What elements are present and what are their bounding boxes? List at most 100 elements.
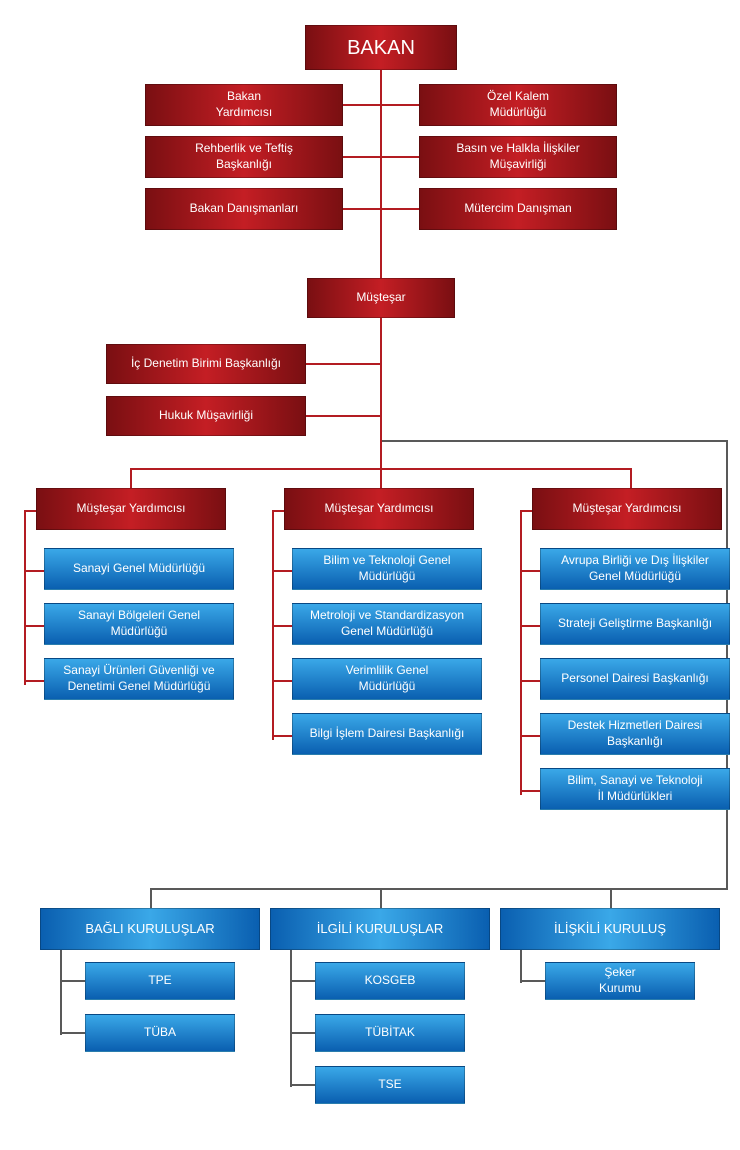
connector [520,790,540,792]
org2-item-0: KOSGEB [315,962,465,1000]
connector [24,680,44,682]
org1-item-1-label: TÜBA [144,1025,176,1041]
connector [24,625,44,627]
connector [382,156,419,158]
mustesar-side-0-label: İç Denetim Birimi Başkanlığı [131,356,281,372]
connector [520,625,540,627]
connector [380,468,382,488]
deputy1-item-1: Sanayi Bölgeleri Genel Müdürlüğü [44,603,234,645]
deputy3-item-2-label: Personel Dairesi Başkanlığı [561,671,708,687]
connector [380,70,382,278]
deputy2-item-0: Bilim ve Teknoloji Genel Müdürlüğü [292,548,482,590]
connector [520,980,545,982]
connector [24,510,26,685]
deputy3-item-0: Avrupa Birliği ve Dış İlişkiler Genel Mü… [540,548,730,590]
org2-title-label: İLGİLİ KURULUŞLAR [317,921,443,938]
top-node: BAKAN [305,25,457,70]
deputy2-item-1: Metroloji ve Standardizasyon Genel Müdür… [292,603,482,645]
org1-title: BAĞLI KURULUŞLAR [40,908,260,950]
connector [60,980,85,982]
connector [380,318,382,468]
connector [290,1084,315,1086]
connector [130,468,132,488]
connector [306,415,380,417]
connector [60,1032,85,1034]
mustesar-side-1-label: Hukuk Müşavirliği [159,408,253,424]
deputy3-item-1: Strateji Geliştirme Başkanlığı [540,603,730,645]
org2-item-2-label: TSE [378,1077,401,1093]
connector [24,570,44,572]
deputy1-item-0: Sanayi Genel Müdürlüğü [44,548,234,590]
connector [382,104,419,106]
l2l-2: Bakan Danışmanları [145,188,343,230]
mustesar-node: Müşteşar [307,278,455,318]
l2r-1: Basın ve Halkla İlişkiler Müşavirliği [419,136,617,178]
connector [520,735,540,737]
connector [382,440,728,442]
connector [290,980,315,982]
l2l-1: Rehberlik ve Teftiş Başkanlığı [145,136,343,178]
deputy3-item-1-label: Strateji Geliştirme Başkanlığı [558,616,712,632]
deputy2-item-2-label: Verimlilik Genel Müdürlüğü [346,663,429,694]
org1-item-1: TÜBA [85,1014,235,1052]
deputy3-item-4-label: Bilim, Sanayi ve Teknoloji İl Müdürlükle… [567,773,702,804]
org2-item-1-label: TÜBİTAK [365,1025,415,1041]
connector [343,208,380,210]
org2-item-2: TSE [315,1066,465,1104]
connector [380,888,382,908]
deputy2-item-1-label: Metroloji ve Standardizasyon Genel Müdür… [310,608,464,639]
deputy3-item-3-label: Destek Hizmetleri Dairesi Başkanlığı [568,718,703,749]
org3-item-0-label: Şeker Kurumu [599,965,641,996]
deputy2-item-3: Bilgi İşlem Dairesi Başkanlığı [292,713,482,755]
mustesar-label: Müşteşar [356,290,405,306]
deputy3-title-label: Müşteşar Yardımcısı [573,501,682,517]
connector [520,510,522,795]
l2l-2-label: Bakan Danışmanları [190,201,299,217]
org2-title: İLGİLİ KURULUŞLAR [270,908,490,950]
deputy1-item-2-label: Sanayi Ürünleri Güvenliği ve Denetimi Ge… [63,663,214,694]
l2l-1-label: Rehberlik ve Teftiş Başkanlığı [195,141,293,172]
l2r-0-label: Özel Kalem Müdürlüğü [487,89,549,120]
deputy3-title: Müşteşar Yardımcısı [532,488,722,530]
mustesar-side-0: İç Denetim Birimi Başkanlığı [106,344,306,384]
org1-item-0: TPE [85,962,235,1000]
connector [520,680,540,682]
connector [306,363,380,365]
connector [24,510,36,512]
l2r-0: Özel Kalem Müdürlüğü [419,84,617,126]
deputy3-item-2: Personel Dairesi Başkanlığı [540,658,730,700]
connector [343,156,380,158]
connector [272,680,292,682]
connector [290,1032,315,1034]
top-label: BAKAN [347,35,415,61]
connector [272,625,292,627]
connector [272,510,284,512]
connector [343,104,380,106]
deputy2-item-0-label: Bilim ve Teknoloji Genel Müdürlüğü [323,553,450,584]
deputy1-item-2: Sanayi Ürünleri Güvenliği ve Denetimi Ge… [44,658,234,700]
deputy1-item-0-label: Sanayi Genel Müdürlüğü [73,561,205,577]
deputy3-item-4: Bilim, Sanayi ve Teknoloji İl Müdürlükle… [540,768,730,810]
l2r-2: Mütercim Danışman [419,188,617,230]
mustesar-side-1: Hukuk Müşavirliği [106,396,306,436]
deputy3-item-0-label: Avrupa Birliği ve Dış İlişkiler Genel Mü… [561,553,709,584]
org3-title: İLİŞKİLİ KURULUŞ [500,908,720,950]
org3-item-0: Şeker Kurumu [545,962,695,1000]
connector [382,208,419,210]
deputy2-item-3-label: Bilgi İşlem Dairesi Başkanlığı [310,726,465,742]
connector [290,930,292,1087]
org2-item-1: TÜBİTAK [315,1014,465,1052]
connector [520,570,540,572]
org3-title-label: İLİŞKİLİ KURULUŞ [554,921,666,938]
l2r-2-label: Mütercim Danışman [464,201,571,217]
deputy3-item-3: Destek Hizmetleri Dairesi Başkanlığı [540,713,730,755]
connector [150,888,728,890]
l2r-1-label: Basın ve Halkla İlişkiler Müşavirliği [456,141,579,172]
l2l-0-label: Bakan Yardımcısı [216,89,272,120]
deputy2-title: Müşteşar Yardımcısı [284,488,474,530]
connector [272,570,292,572]
connector [610,888,612,908]
deputy1-item-1-label: Sanayi Bölgeleri Genel Müdürlüğü [78,608,200,639]
connector [630,468,632,488]
deputy1-title-label: Müşteşar Yardımcısı [77,501,186,517]
